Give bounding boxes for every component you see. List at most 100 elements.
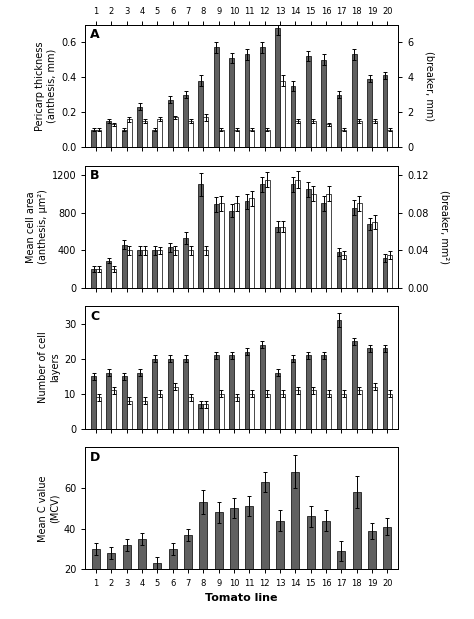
Bar <box>107 121 111 147</box>
Bar <box>367 224 372 288</box>
Bar <box>249 394 255 429</box>
Bar <box>326 124 331 147</box>
Bar <box>219 394 224 429</box>
Bar <box>265 130 270 147</box>
Bar <box>275 28 280 147</box>
Bar <box>91 269 96 288</box>
Bar <box>275 227 280 288</box>
Bar <box>153 359 157 429</box>
Bar <box>200 502 207 610</box>
Bar <box>219 203 224 288</box>
Bar <box>108 553 115 610</box>
Bar <box>337 95 341 147</box>
Bar <box>245 201 249 288</box>
Bar <box>295 180 301 288</box>
Bar <box>122 130 127 147</box>
Bar <box>230 508 238 610</box>
Bar <box>199 404 203 429</box>
Y-axis label: Mean cell area
(anthesis, μm²): Mean cell area (anthesis, μm²) <box>26 189 47 264</box>
Bar <box>199 184 203 288</box>
Y-axis label: (breaker, mm²): (breaker, mm²) <box>440 190 450 264</box>
Bar <box>311 194 316 288</box>
Bar <box>173 118 178 147</box>
Bar <box>183 95 188 147</box>
Bar <box>352 341 357 429</box>
Bar <box>352 208 357 288</box>
Bar <box>229 355 234 429</box>
Text: A: A <box>90 28 100 41</box>
Text: B: B <box>90 169 100 182</box>
Bar <box>122 245 127 288</box>
Bar <box>127 400 132 429</box>
Bar <box>137 373 142 429</box>
Bar <box>91 130 96 147</box>
Bar <box>321 355 326 429</box>
Bar <box>107 373 111 429</box>
Bar <box>265 394 270 429</box>
Bar <box>383 76 387 147</box>
Bar <box>142 121 147 147</box>
Bar <box>154 563 161 610</box>
Bar <box>341 255 346 288</box>
Bar <box>337 320 341 429</box>
Bar <box>295 121 301 147</box>
Bar <box>122 376 127 429</box>
Bar <box>92 549 100 610</box>
Bar <box>387 130 392 147</box>
Bar <box>107 261 111 288</box>
Bar <box>326 194 331 288</box>
Bar <box>184 535 192 610</box>
Bar <box>357 121 362 147</box>
Bar <box>260 184 265 288</box>
Bar <box>199 80 203 147</box>
Bar <box>214 48 219 147</box>
Bar <box>387 255 392 288</box>
Bar <box>96 130 101 147</box>
Bar <box>183 238 188 288</box>
Bar <box>307 516 315 610</box>
Bar <box>260 345 265 429</box>
Bar <box>219 130 224 147</box>
Bar <box>111 269 116 288</box>
Bar <box>249 130 255 147</box>
Bar <box>142 400 147 429</box>
Bar <box>291 86 295 147</box>
Bar <box>214 355 219 429</box>
Bar <box>306 56 311 147</box>
Bar <box>169 549 177 610</box>
Bar <box>188 397 193 429</box>
Bar <box>372 121 377 147</box>
Bar <box>137 250 142 288</box>
Bar <box>291 359 295 429</box>
Bar <box>138 539 146 610</box>
Bar <box>372 222 377 288</box>
Bar <box>311 390 316 429</box>
Bar <box>326 394 331 429</box>
Bar <box>311 121 316 147</box>
Bar <box>173 250 178 288</box>
Bar <box>280 227 285 288</box>
Bar <box>229 210 234 288</box>
Bar <box>246 506 253 610</box>
Y-axis label: Pericarp thickness
(anthesis, mm): Pericarp thickness (anthesis, mm) <box>35 41 57 131</box>
Bar <box>337 551 346 610</box>
Bar <box>372 387 377 429</box>
Bar <box>234 130 239 147</box>
Bar <box>383 258 387 288</box>
Bar <box>352 54 357 147</box>
Bar <box>322 521 330 610</box>
Bar <box>96 397 101 429</box>
Bar <box>280 394 285 429</box>
Bar <box>357 203 362 288</box>
Bar <box>245 54 249 147</box>
Bar <box>111 390 116 429</box>
Bar <box>275 373 280 429</box>
Bar <box>306 189 311 288</box>
Bar <box>321 203 326 288</box>
Bar <box>306 355 311 429</box>
Bar <box>292 472 300 610</box>
Bar <box>265 180 270 288</box>
Y-axis label: (breaker, mm): (breaker, mm) <box>425 51 435 121</box>
Bar <box>137 107 142 147</box>
Bar <box>188 121 193 147</box>
